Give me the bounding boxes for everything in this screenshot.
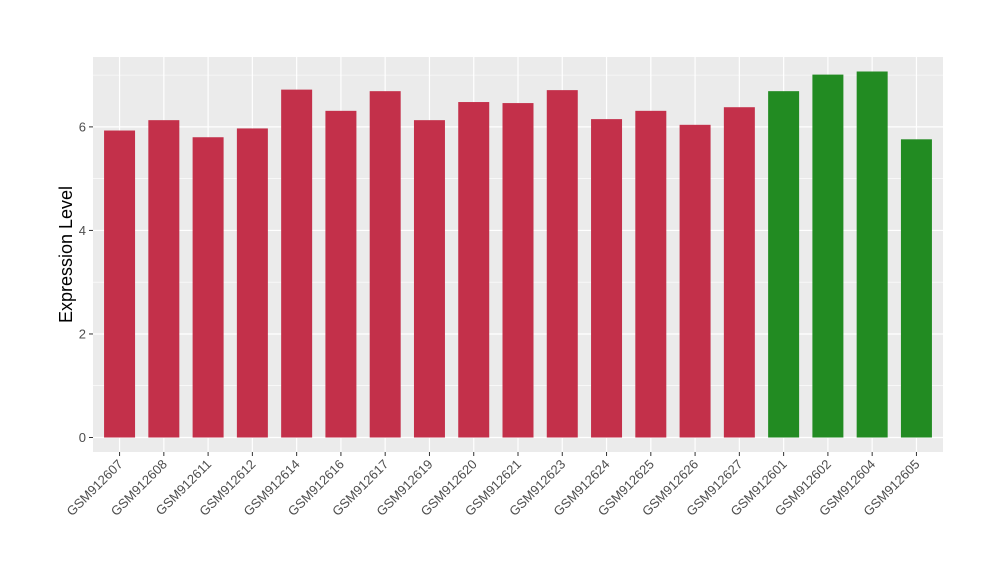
bar-GSM912607 <box>104 130 136 438</box>
y-axis: 0 2 4 6 <box>79 119 93 445</box>
bar-GSM912620 <box>458 102 490 438</box>
bar-GSM912614 <box>281 89 313 438</box>
bar-GSM912627 <box>723 107 755 438</box>
bars <box>104 71 932 438</box>
bar-GSM912619 <box>413 120 445 438</box>
bar-GSM912624 <box>591 119 623 438</box>
bar-GSM912605 <box>900 139 932 438</box>
bar-GSM912617 <box>369 91 401 438</box>
bar-GSM912608 <box>148 120 180 438</box>
bar-GSM912604 <box>856 71 888 438</box>
bar-GSM912616 <box>325 110 357 438</box>
y-tick-label: 6 <box>79 119 86 134</box>
bar-GSM912611 <box>192 137 224 438</box>
y-tick-label: 2 <box>79 326 86 341</box>
x-axis: GSM912607GSM912608GSM912611GSM912612GSM9… <box>63 452 923 519</box>
bar-GSM912621 <box>502 103 534 438</box>
bar-GSM912623 <box>546 90 578 438</box>
bar-GSM912601 <box>768 91 800 438</box>
bar-GSM912626 <box>679 124 711 438</box>
y-axis-label: Expression Level <box>56 186 76 323</box>
bar-GSM912612 <box>236 128 268 438</box>
y-tick-label: 4 <box>79 223 86 238</box>
bar-GSM912625 <box>635 110 667 438</box>
bar-GSM912602 <box>812 74 844 438</box>
y-tick-label: 0 <box>79 430 86 445</box>
